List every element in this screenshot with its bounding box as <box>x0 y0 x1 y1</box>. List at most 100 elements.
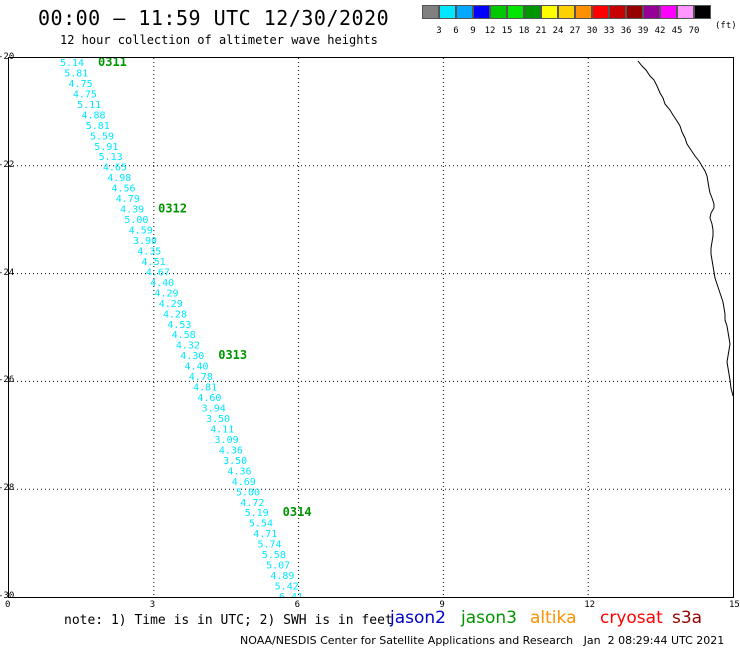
swh-value: 4.79 <box>116 194 140 205</box>
legend-swatch <box>524 5 541 19</box>
swh-value: 5.81 <box>86 121 110 132</box>
legend-label: 3 <box>436 26 442 36</box>
x-tick-label: 6 <box>294 600 301 610</box>
legend-swatch <box>422 5 439 19</box>
sat-s3a: s3a <box>672 608 703 628</box>
swh-value: 4.29 <box>154 288 178 299</box>
legend-swatch <box>694 5 711 19</box>
y-tick-label: -30 <box>0 591 15 601</box>
pass-time-label: 0311 <box>98 58 127 69</box>
swh-value: 5.11 <box>77 100 101 111</box>
legend-label: 39 <box>637 26 649 36</box>
swh-value: 4.88 <box>81 110 105 121</box>
swh-value: 3.90 <box>133 236 157 247</box>
swh-value: 4.75 <box>69 79 93 90</box>
legend-swatch <box>490 5 507 19</box>
x-tick-label: 3 <box>149 600 156 610</box>
swh-value: 3.94 <box>202 404 226 415</box>
legend-label: 45 <box>671 26 683 36</box>
legend-label: 6 <box>453 26 459 36</box>
legend-label: 70 <box>688 26 700 36</box>
legend-swatch <box>558 5 575 19</box>
swh-value: 4.67 <box>146 267 170 278</box>
swh-value: 4.30 <box>180 351 204 362</box>
swh-value: 4.51 <box>142 257 166 268</box>
swh-value: 5.74 <box>257 540 281 551</box>
x-tick-label: 15 <box>729 600 740 610</box>
swh-value: 4.28 <box>163 309 187 320</box>
swh-value: 5.14 <box>60 58 84 69</box>
swh-value: 4.60 <box>197 393 221 404</box>
swh-value: 4.35 <box>137 246 161 257</box>
note-text: note: 1) Time is in UTC; 2) SWH is in fe… <box>64 613 393 628</box>
legend-label: 24 <box>552 26 564 36</box>
legend-swatch <box>575 5 592 19</box>
swh-value: 4.53 <box>167 320 191 331</box>
legend-swatch <box>507 5 524 19</box>
swh-value: 6.41 <box>279 592 303 597</box>
swh-value: 4.65 <box>103 163 127 174</box>
swh-value: 3.50 <box>206 414 230 425</box>
legend-label: 36 <box>620 26 632 36</box>
legend-label: 21 <box>535 26 547 36</box>
legend-swatch <box>473 5 490 19</box>
swh-value: 3.09 <box>215 435 239 446</box>
swh-value: 4.89 <box>270 571 294 582</box>
y-tick-label: -26 <box>0 375 15 386</box>
swh-value: 5.58 <box>262 550 286 561</box>
map-canvas: 5.145.814.754.755.114.885.815.595.915.13… <box>9 55 734 603</box>
swh-value: 4.71 <box>253 529 277 540</box>
legend-swatch <box>677 5 694 19</box>
legend-label: 42 <box>654 26 666 36</box>
swh-value: 4.36 <box>219 445 243 456</box>
swh-value: 4.39 <box>120 205 144 216</box>
sat-jason3: jason3 <box>461 608 517 628</box>
swh-value: 5.07 <box>266 561 290 572</box>
swh-value: 5.91 <box>94 142 118 153</box>
x-tick-label: 12 <box>584 600 596 610</box>
page-subtitle: 12 hour collection of altimeter wave hei… <box>60 33 378 47</box>
map-plot-area: 5.14 5.81 4.75 4.75 5.11 4.88 5.81 5.59 5.91 5.13… <box>8 55 734 603</box>
swh-value: 4.58 <box>172 330 196 341</box>
legend-swatch <box>643 5 660 19</box>
swh-value: 4.40 <box>184 362 208 373</box>
legend-label: 30 <box>586 26 598 36</box>
legend-units: (ft) <box>715 21 737 31</box>
swh-value: 4.72 <box>240 498 264 509</box>
swh-value: 4.29 <box>159 299 183 310</box>
sat-jason2: jason2 <box>390 608 446 628</box>
y-tick-label: -22 <box>0 159 15 170</box>
y-tick-label: -20 <box>0 52 15 62</box>
swh-value: 4.69 <box>232 477 256 488</box>
swh-value: 5.19 <box>245 508 269 519</box>
map-grid <box>9 58 733 597</box>
sat-altika: altika <box>530 608 577 628</box>
pass-time-label: 0312 <box>158 202 187 216</box>
swh-value: 4.59 <box>129 226 153 237</box>
footer-credit: NOAA/NESDIS Center for Satellite Applica… <box>240 634 725 647</box>
legend-label: 15 <box>501 26 513 36</box>
swh-value: 4.40 <box>150 278 174 289</box>
legend-label: 18 <box>518 26 530 36</box>
legend-swatch <box>626 5 643 19</box>
legend-swatch <box>592 5 609 19</box>
legend-label: 12 <box>484 26 496 36</box>
pass-time-label: 0314 <box>283 505 312 519</box>
legend-swatch <box>660 5 677 19</box>
swh-value: 5.42 <box>275 582 299 593</box>
coastline <box>637 60 734 397</box>
swh-value: 5.00 <box>124 215 148 226</box>
x-tick-label: 9 <box>439 600 445 610</box>
swh-value: 4.32 <box>176 341 200 352</box>
altimeter-track: 5.145.814.754.755.114.885.815.595.915.13… <box>60 55 312 603</box>
pass-time-label: 0313 <box>218 348 247 362</box>
swh-value: 5.00 <box>236 487 260 498</box>
swh-value: 5.13 <box>99 152 123 163</box>
legend-swatch <box>609 5 626 19</box>
swh-value: 5.54 <box>249 519 273 530</box>
swh-value: 3.50 <box>223 456 247 467</box>
swh-value: 4.98 <box>107 173 131 184</box>
y-tick-label: -24 <box>0 267 15 278</box>
y-tick-label: -28 <box>0 483 15 494</box>
x-tick-label: 0 <box>5 600 11 610</box>
